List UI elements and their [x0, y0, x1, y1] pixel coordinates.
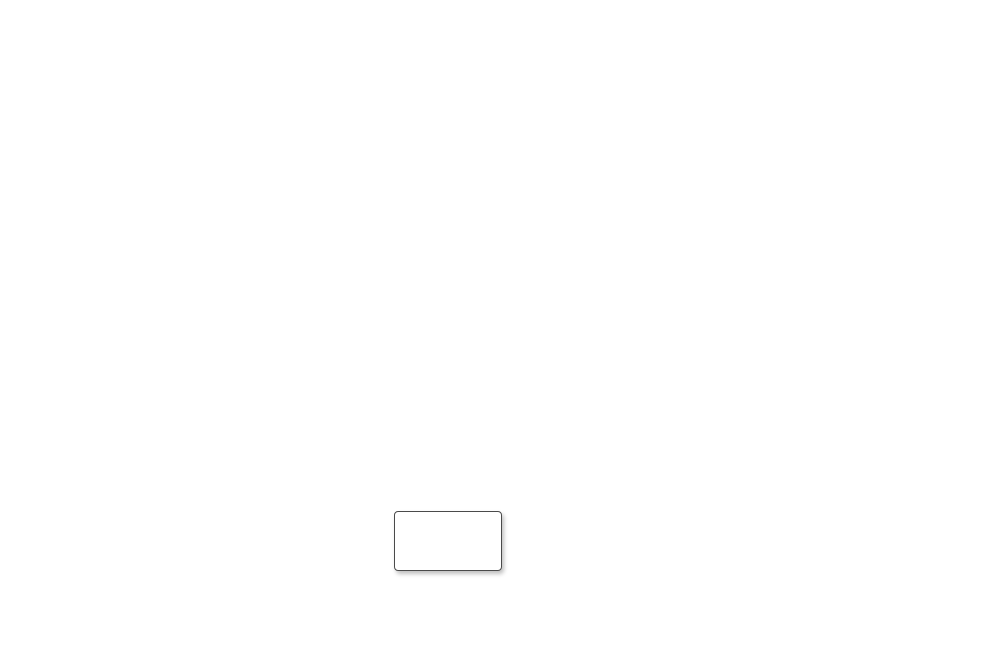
legend-item-sept [402, 517, 494, 533]
legend-swatch-sept-icon [402, 520, 413, 531]
legend-swatch-oct-icon [402, 536, 413, 547]
legend-swatch-dec-icon [402, 552, 413, 563]
last-value-badge-dec [950, 1, 998, 18]
legend [394, 511, 502, 571]
legend-item-oct [402, 533, 494, 549]
legend-item-dec [402, 549, 494, 565]
